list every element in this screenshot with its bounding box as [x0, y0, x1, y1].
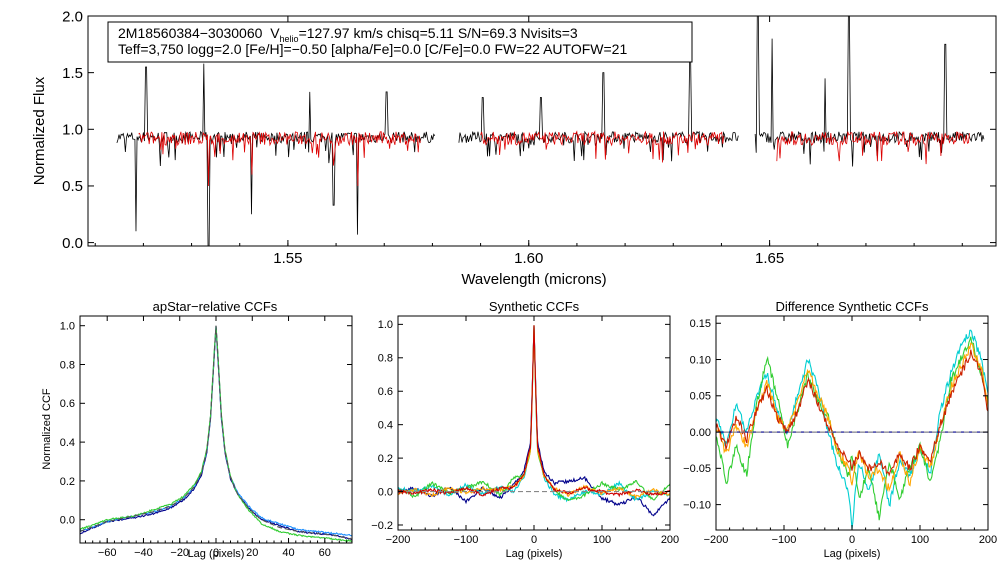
annotation-line1: 2M18560384−3030060 Vhelio=127.97 km/s ch…: [118, 25, 578, 44]
apstar-ccf-frame: [79, 315, 353, 544]
apstar-ccf-visit-2-line: [80, 326, 352, 537]
spectrum-xtick-label: 1.60: [514, 250, 543, 267]
spectrum-series: [116, 16, 985, 246]
synthetic-ccf-ticks: −200 −100 0 100 200 −0.2 0.0 0.2 0.4 0.6 0.8 1.0: [371, 316, 679, 546]
spectrum-ytick-label: 0.0: [62, 235, 83, 252]
apstar-ccf-ytick-label: 1.0: [60, 321, 75, 333]
spectrum-observed-line: [458, 60, 739, 162]
diff-ccf-xtick-label: 100: [911, 534, 929, 546]
diff-ccf-ticks: −200 −100 0 100 200 −0.10 −0.05 0.00 0.05 0.10 0.1…: [683, 316, 997, 546]
diff-ccf-ytick-label: 0.00: [690, 427, 711, 439]
apstar-ccf-xtick-label: −20: [170, 547, 189, 559]
spectrum-ytick-label: 1.5: [62, 65, 83, 82]
diff-ccf-panel: Difference Synthetic CCFs −200 −100 0 100 20…: [683, 299, 997, 560]
apstar-ccf-ylabel: Normalized CCF: [41, 388, 53, 470]
apstar-ccf-ticks: −60 −40 −20 0 20 40 60 0.0 0.2 0.4 0.6 0.8 1.0: [60, 316, 352, 559]
synthetic-ccf-ytick-label: 0.4: [378, 420, 393, 432]
synthetic-ccf-xlabel: Lag (pixels): [506, 548, 563, 560]
apstar-ccf-xtick-label: 40: [282, 547, 294, 559]
annotation-line2: Teff=3,750 logg=2.0 [Fe/H]=−0.50 [alpha/…: [118, 41, 627, 57]
diff-ccf-ytick-label: 0.15: [690, 318, 711, 330]
spectrum-ytick-label: 0.5: [62, 178, 83, 195]
spectrum-panel: 1.55 1.60 1.65 0.0 0.5 1.0 1.5 2.0 2M18560384−3…: [31, 8, 997, 288]
synthetic-ccf-ytick-label: −0.2: [371, 520, 393, 532]
apstar-ccf-series: [80, 325, 352, 543]
spectrum-ytick-label: 1.0: [62, 122, 83, 139]
spectrum-xtick-label: 1.65: [755, 250, 784, 267]
synthetic-ccf-xtick-label: 0: [531, 534, 537, 546]
apstar-ccf-title: apStar−relative CCFs: [153, 299, 278, 314]
diff-ccf-series: [716, 329, 988, 530]
diff-ccf-ytick-label: 0.10: [690, 354, 711, 366]
apstar-ccf-xtick-label: 60: [319, 547, 331, 559]
diff-ccf-ytick-label: 0.05: [690, 391, 711, 403]
diff-ccf-xlabel: Lag (pixels): [824, 548, 881, 560]
spectrum-synthetic-line: [480, 130, 725, 163]
apstar-ccf-ytick-label: 0.2: [60, 476, 75, 488]
diff-ccf-xtick-label: 0: [849, 534, 855, 546]
synthetic-ccf-visit-3-line: [398, 325, 670, 502]
diff-ccf-xtick-label: −200: [704, 534, 729, 546]
diff-ccf-frame: [715, 315, 989, 531]
spectrum-synthetic-line: [138, 131, 421, 186]
diff-ccf-xtick-label: −100: [772, 534, 797, 546]
spectrum-annotation: 2M18560384−3030060 Vhelio=127.97 km/s ch…: [107, 21, 693, 63]
synthetic-ccf-ytick-label: 0.0: [378, 486, 393, 498]
annotation-box: [107, 21, 693, 63]
apstar-ccf-ytick-label: 0.8: [60, 359, 75, 371]
apstar-ccf-xtick-label: −40: [134, 547, 153, 559]
synthetic-ccf-title: Synthetic CCFs: [489, 299, 580, 314]
diff-ccf-ytick-label: −0.10: [683, 499, 711, 511]
apstar-ccf-visit-1-line: [80, 326, 352, 541]
synthetic-ccf-panel: Synthetic CCFs −200 −100 0 100 200 −0.2 0.0 0.2…: [371, 299, 679, 560]
apstar-ccf-visit-3-line: [80, 326, 352, 543]
synthetic-ccf-ytick-label: 0.6: [378, 386, 393, 398]
synthetic-ccf-xtick-label: 100: [593, 534, 611, 546]
spectrum-ylabel: Normalized Flux: [31, 76, 48, 185]
synthetic-ccf-visit-5-line: [398, 325, 670, 498]
apstar-ccf-xtick-label: 20: [246, 547, 258, 559]
synthetic-ccf-xtick-label: 200: [661, 534, 679, 546]
synthetic-ccf-visit-4-line: [398, 325, 670, 500]
synthetic-ccf-ytick-label: 0.2: [378, 453, 393, 465]
synthetic-ccf-series: [398, 325, 670, 517]
synthetic-ccf-visit-2-line: [398, 325, 670, 503]
spectrum-synthetic-line: [776, 130, 970, 165]
synthetic-ccf-xtick-label: −200: [386, 534, 411, 546]
diff-ccf-visit-1-line: [716, 329, 988, 530]
synthetic-ccf-ytick-label: 0.8: [378, 353, 393, 365]
spectrum-xlabel: Wavelength (microns): [461, 271, 606, 288]
spectrum-ticks: 1.55 1.60 1.65 0.0 0.5 1.0 1.5 2.0: [62, 8, 996, 267]
apstar-ccf-xtick-label: −60: [98, 547, 117, 559]
synthetic-ccf-visit-1-line: [398, 325, 670, 517]
diff-ccf-visit-2-line: [716, 336, 988, 521]
spectrum-frame: [87, 15, 997, 247]
spectrum-ytick-label: 2.0: [62, 8, 83, 25]
apstar-ccf-xlabel: Lag (pixels): [188, 548, 245, 560]
apstar-ccf-panel: apStar−relative CCFs −60 −40 −20 0 20 40 60 0.0…: [41, 299, 353, 560]
apstar-ccf-ytick-label: 0.6: [60, 398, 75, 410]
apstar-ccf-mean-line: [80, 325, 352, 540]
apstar-ccf-xtick-label: 0: [213, 547, 219, 559]
spectrum-xtick-label: 1.55: [273, 250, 302, 267]
spectrum-observed-line: [116, 63, 436, 246]
diff-ccf-ytick-label: −0.05: [683, 463, 711, 475]
diff-ccf-visit-4-line: [716, 349, 988, 477]
apstar-ccf-ytick-label: 0.4: [60, 437, 75, 449]
apstar-ccf-ytick-label: 0.0: [60, 515, 75, 527]
diff-ccf-title: Difference Synthetic CCFs: [776, 299, 929, 314]
synthetic-ccf-xtick-label: −100: [454, 534, 479, 546]
diff-ccf-xtick-label: 200: [979, 534, 997, 546]
synthetic-ccf-ytick-label: 1.0: [378, 319, 393, 331]
